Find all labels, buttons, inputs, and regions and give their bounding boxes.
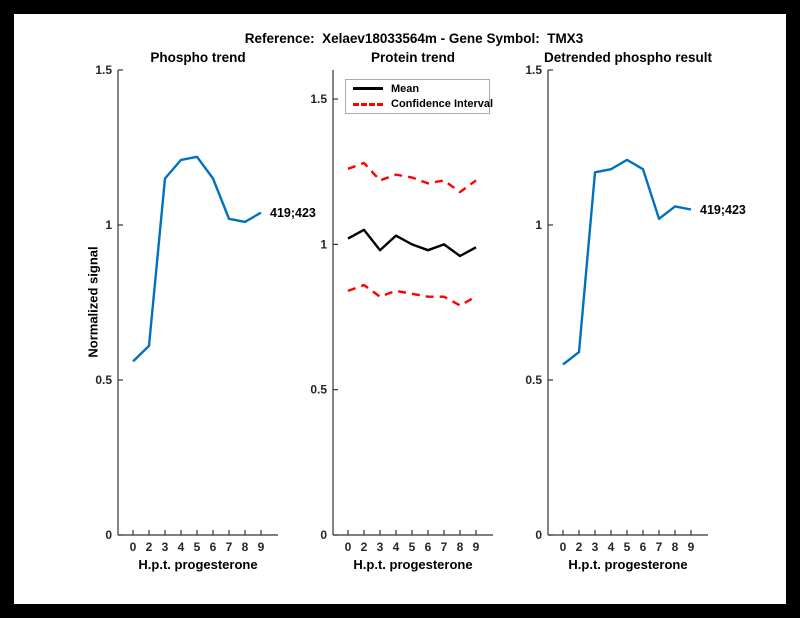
x-tick-label: 8 <box>457 540 464 554</box>
x-tick-label: 9 <box>473 540 480 554</box>
x-tick-label: 6 <box>425 540 432 554</box>
legend-row-mean: Mean <box>346 82 489 96</box>
legend-row-confidence-interval: Confidence Interval <box>346 97 493 111</box>
x-tick-label: 6 <box>210 540 217 554</box>
line-annotation: 419;423 <box>270 206 316 220</box>
x-tick-label: 0 <box>130 540 137 554</box>
x-tick-label: 9 <box>688 540 695 554</box>
plot3-x-axis-label: H.p.t. progesterone <box>568 557 688 572</box>
y-tick-label: 1.5 <box>95 63 112 77</box>
y-tick-label: 1 <box>535 218 542 232</box>
y-tick-label: 1.5 <box>525 63 542 77</box>
y-tick-label: 0 <box>535 528 542 542</box>
x-tick-label: 2 <box>146 540 153 554</box>
x-tick-label: 2 <box>576 540 583 554</box>
y-tick-label: 0.5 <box>525 373 542 387</box>
legend-mean-line-icon <box>353 87 383 91</box>
series-line <box>347 283 477 307</box>
series-line <box>347 228 477 258</box>
y-tick-label: 0 <box>105 528 112 542</box>
plot2-x-axis-label: H.p.t. progesterone <box>353 557 473 572</box>
series-line <box>562 158 692 366</box>
x-tick-label: 7 <box>656 540 663 554</box>
x-tick-label: 2 <box>361 540 368 554</box>
y-tick-label: 1 <box>320 237 327 251</box>
x-tick-label: 3 <box>377 540 384 554</box>
y-tick-label: 1.5 <box>310 92 327 106</box>
series-line <box>347 161 477 194</box>
legend-confidence-interval-line-icon <box>353 102 383 106</box>
y-tick-label: 0.5 <box>95 373 112 387</box>
x-tick-label: 5 <box>409 540 416 554</box>
x-tick-label: 5 <box>194 540 201 554</box>
x-tick-label: 3 <box>162 540 169 554</box>
legend-confidence-interval-label: Confidence Interval <box>391 98 494 111</box>
series-line <box>132 155 262 363</box>
x-tick-label: 6 <box>640 540 647 554</box>
x-tick-label: 4 <box>178 540 185 554</box>
x-tick-label: 4 <box>608 540 615 554</box>
x-tick-label: 9 <box>258 540 265 554</box>
x-tick-label: 8 <box>242 540 249 554</box>
line-annotation: 419;423 <box>700 203 746 217</box>
legend: Mean Confidence Interval <box>345 79 493 114</box>
plot3-title: Detrended phospho result <box>543 50 713 65</box>
x-tick-label: 7 <box>226 540 233 554</box>
figure-title: Reference: Xelaev18033564m - Gene Symbol… <box>244 31 584 46</box>
y-tick-label: 0 <box>320 528 327 542</box>
x-tick-label: 4 <box>393 540 400 554</box>
legend-mean-label: Mean <box>391 82 420 95</box>
plot1-title: Phospho trend <box>150 50 246 65</box>
x-tick-label: 3 <box>592 540 599 554</box>
plot2-title: Protein trend <box>370 50 456 65</box>
plot1-x-axis-label: H.p.t. progesterone <box>138 557 258 572</box>
x-tick-label: 8 <box>672 540 679 554</box>
x-tick-label: 0 <box>345 540 352 554</box>
x-tick-label: 0 <box>560 540 567 554</box>
x-tick-label: 5 <box>624 540 631 554</box>
y-tick-label: 0.5 <box>310 383 327 397</box>
x-tick-label: 7 <box>441 540 448 554</box>
y-axis-label: Normalized signal <box>85 246 101 358</box>
y-tick-label: 1 <box>105 218 112 232</box>
